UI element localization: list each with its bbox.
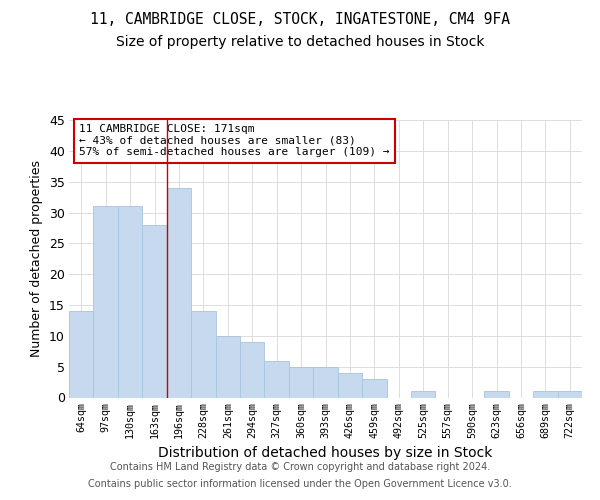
Bar	[240, 342, 265, 398]
Bar	[289, 366, 313, 398]
Y-axis label: Number of detached properties: Number of detached properties	[31, 160, 43, 357]
X-axis label: Distribution of detached houses by size in Stock: Distribution of detached houses by size …	[158, 446, 493, 460]
Text: Size of property relative to detached houses in Stock: Size of property relative to detached ho…	[116, 35, 484, 49]
Bar	[533, 392, 557, 398]
Bar	[118, 206, 142, 398]
Bar	[338, 373, 362, 398]
Bar	[265, 360, 289, 398]
Bar	[94, 206, 118, 398]
Bar	[142, 225, 167, 398]
Bar	[215, 336, 240, 398]
Text: Contains public sector information licensed under the Open Government Licence v3: Contains public sector information licen…	[88, 479, 512, 489]
Text: 11, CAMBRIDGE CLOSE, STOCK, INGATESTONE, CM4 9FA: 11, CAMBRIDGE CLOSE, STOCK, INGATESTONE,…	[90, 12, 510, 28]
Bar	[313, 366, 338, 398]
Bar	[557, 392, 582, 398]
Bar	[167, 188, 191, 398]
Text: 11 CAMBRIDGE CLOSE: 171sqm
← 43% of detached houses are smaller (83)
57% of semi: 11 CAMBRIDGE CLOSE: 171sqm ← 43% of deta…	[79, 124, 390, 158]
Bar	[191, 311, 215, 398]
Bar	[484, 392, 509, 398]
Bar	[362, 379, 386, 398]
Text: Contains HM Land Registry data © Crown copyright and database right 2024.: Contains HM Land Registry data © Crown c…	[110, 462, 490, 472]
Bar	[411, 392, 436, 398]
Bar	[69, 311, 94, 398]
